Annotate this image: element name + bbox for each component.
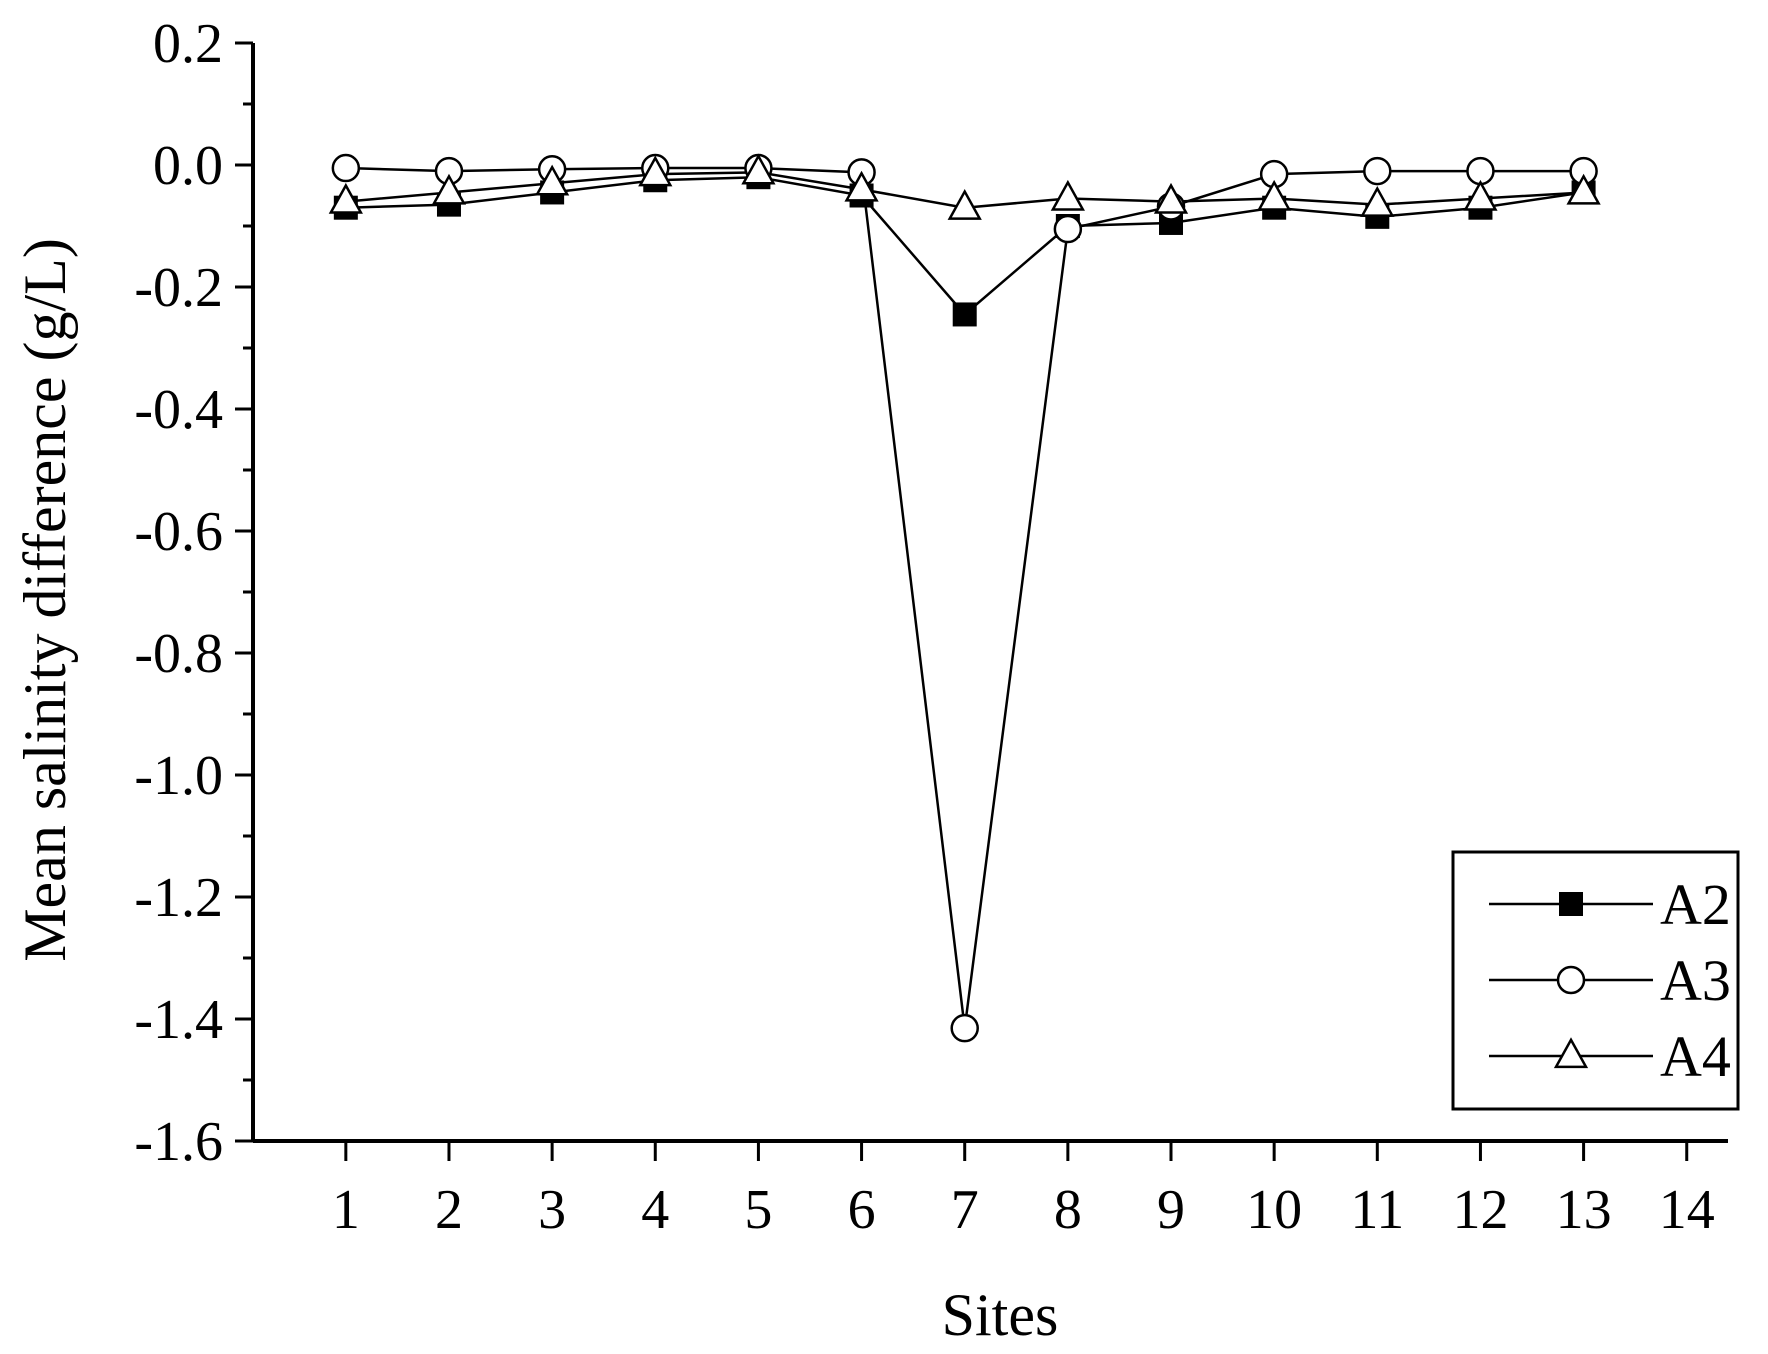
legend: A2 A3 A4 — [1451, 850, 1740, 1111]
data-point-A4 — [1463, 179, 1498, 211]
y-tick-labels: 0.2 0.0 -0.2 -0.4 -0.6 -0.8 -1.0 -1.2 -1.4 -1.6 — [134, 13, 223, 1173]
data-point-A4 — [638, 155, 673, 187]
axes — [235, 41, 1728, 1161]
y-axis-title: Mean salinity difference (g/L) — [12, 238, 78, 962]
data-point-A4 — [431, 173, 467, 205]
x-tick-label: 8 — [1054, 1179, 1082, 1241]
data-point-A3 — [331, 153, 361, 183]
legend-item-A4: A4 — [1489, 1024, 1731, 1089]
series-A3 — [345, 166, 1584, 1029]
data-point-A4 — [1050, 179, 1085, 211]
data-point-A4 — [1360, 185, 1395, 217]
series-markers-A4 — [328, 153, 1601, 220]
data-point-A4 — [1566, 173, 1601, 205]
y-tick-label: 0.2 — [153, 13, 223, 75]
y-tick-label: -0.8 — [134, 623, 223, 685]
y-tick-label: -1.2 — [134, 867, 223, 929]
data-point-A3 — [1363, 156, 1392, 186]
legend-marker-A2 — [1559, 892, 1583, 916]
legend-label-A2: A2 — [1660, 872, 1731, 937]
x-tick-label: 9 — [1157, 1179, 1185, 1241]
x-tick-label: 6 — [848, 1179, 876, 1241]
series-markers-A3 — [331, 153, 1598, 1043]
legend-label-A4: A4 — [1660, 1024, 1731, 1089]
data-point-A2 — [952, 302, 977, 327]
legend-item-A3: A3 — [1489, 948, 1731, 1013]
x-tick-label: 10 — [1246, 1179, 1302, 1241]
x-tick-label: 14 — [1659, 1179, 1715, 1241]
series-layer — [328, 153, 1601, 1043]
x-axis-title: Sites — [942, 1282, 1059, 1348]
x-tick-label: 3 — [538, 1179, 566, 1241]
x-tick-label: 11 — [1350, 1179, 1404, 1241]
x-tick-label: 7 — [951, 1179, 979, 1241]
y-tick-label: -0.4 — [134, 379, 223, 441]
data-point-A4 — [535, 164, 570, 196]
y-tick-label: 0.0 — [153, 135, 223, 197]
legend-marker-A3 — [1556, 965, 1586, 995]
x-tick-label: 5 — [744, 1179, 772, 1241]
data-point-A3 — [1053, 214, 1083, 244]
y-tick-label: -1.6 — [134, 1111, 223, 1173]
data-point-A4 — [1257, 179, 1292, 211]
data-point-A4 — [1153, 182, 1189, 214]
x-tick-labels: 1 2 3 4 5 6 7 8 9 10 11 12 13 14 — [332, 1179, 1715, 1241]
y-tick-label: -0.2 — [134, 257, 223, 319]
series-line-A3 — [345, 166, 1584, 1029]
data-point-A4 — [947, 189, 982, 220]
y-tick-label: -0.6 — [134, 501, 223, 563]
legend-item-A2: A2 — [1489, 872, 1731, 937]
x-tick-label: 4 — [641, 1179, 669, 1241]
x-tick-label: 13 — [1556, 1179, 1612, 1241]
y-tick-label: -1.4 — [134, 989, 223, 1051]
y-tick-label: -1.0 — [134, 745, 223, 807]
legend-marker-A4 — [1553, 1037, 1589, 1069]
legend-label-A3: A3 — [1660, 948, 1731, 1013]
data-point-A4 — [328, 182, 363, 214]
data-point-A3 — [950, 1013, 979, 1043]
x-tick-label: 12 — [1452, 1179, 1508, 1241]
data-point-A4 — [844, 170, 879, 202]
data-point-A4 — [741, 153, 776, 185]
x-tick-label: 2 — [435, 1179, 463, 1241]
x-tick-label: 1 — [332, 1179, 360, 1241]
